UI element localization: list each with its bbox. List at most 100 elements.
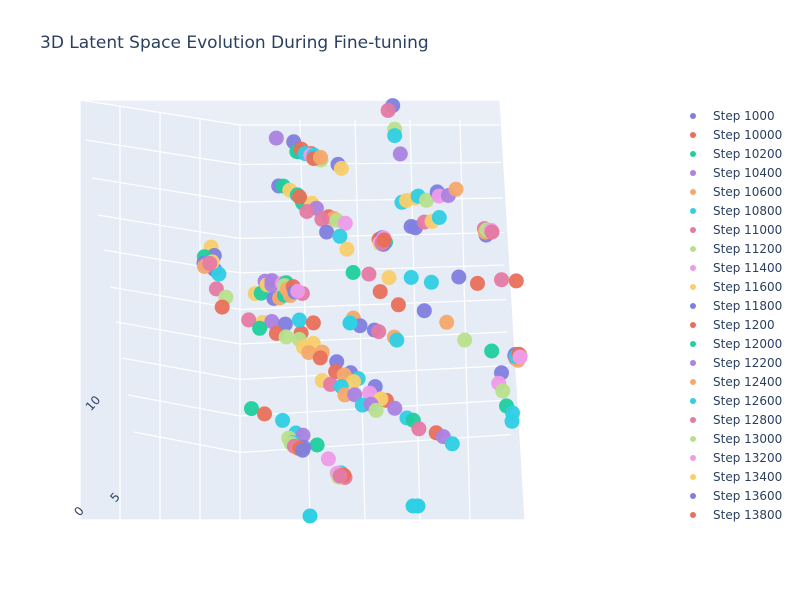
scatter-point (448, 181, 464, 197)
scatter-point (313, 149, 328, 165)
legend-item[interactable]: Step 10400 (683, 163, 800, 182)
legend-label: Step 10200 (713, 146, 783, 161)
scatter-point (346, 374, 362, 390)
scatter-point (292, 189, 307, 205)
scatter-point (392, 146, 408, 162)
legend-label: Step 11400 (713, 260, 783, 275)
scatter-point (387, 128, 403, 144)
scatter-point (257, 406, 272, 422)
legend-marker-icon (690, 188, 696, 195)
scene-gridlines (79, 99, 526, 521)
scatter-point (342, 315, 358, 331)
legend-item[interactable]: Step 13000 (683, 429, 800, 448)
legend-label: Step 13000 (713, 431, 783, 446)
scatter-point (241, 312, 257, 328)
scatter-point (371, 324, 387, 340)
legend-marker-icon (690, 321, 696, 328)
legend-marker-icon (690, 131, 696, 138)
legend-marker-icon (690, 473, 696, 480)
scatter-point (295, 427, 311, 443)
legend-item[interactable]: Step 10600 (683, 182, 800, 201)
legend-item[interactable]: Step 13200 (683, 448, 800, 467)
scatter-point (457, 332, 473, 348)
scatter-point (361, 266, 377, 282)
legend-marker-icon (690, 264, 696, 271)
gridline (121, 357, 241, 381)
legend-item[interactable]: Step 12000 (683, 334, 800, 353)
legend-item[interactable]: Step 11400 (683, 258, 800, 277)
legend-marker-icon (690, 150, 696, 157)
legend-item[interactable]: Step 11800 (683, 296, 800, 315)
legend-marker-icon (690, 511, 696, 518)
scene-points (196, 98, 528, 524)
legend-label: Step 10600 (713, 184, 783, 199)
scatter-point (277, 316, 293, 332)
scatter-point (244, 401, 259, 417)
legend-label: Step 11600 (713, 279, 783, 294)
legend-item[interactable]: Step 10800 (683, 201, 800, 220)
legend-item[interactable]: Step 13800 (683, 505, 800, 524)
scatter-point (403, 270, 419, 285)
scatter-point (504, 413, 520, 429)
scatter-point (416, 303, 432, 319)
gridline (97, 214, 241, 240)
legend-item[interactable]: Step 12600 (683, 391, 800, 410)
legend-label: Step 12000 (713, 336, 783, 351)
legend-item[interactable]: Step 13400 (683, 467, 800, 486)
legend-item[interactable]: Step 13600 (683, 486, 800, 505)
legend-label: Step 13600 (713, 488, 783, 503)
scatter-point (291, 312, 307, 328)
legend-item[interactable]: Step 12800 (683, 410, 800, 429)
scatter-point (339, 241, 355, 257)
legend-item[interactable]: Step 10000 (683, 125, 800, 144)
scatter-point (337, 215, 353, 231)
legend-label: Step 12800 (713, 412, 783, 427)
legend-marker-icon (690, 226, 696, 233)
scatter-point (512, 349, 528, 365)
legend-item[interactable]: Step 1200 (683, 315, 800, 334)
legend-item[interactable]: Step 11600 (683, 277, 800, 296)
legend-item[interactable]: Step 10200 (683, 144, 800, 163)
gridline (409, 119, 421, 521)
gridline (499, 99, 526, 521)
legend-item[interactable]: Step 11000 (683, 220, 800, 239)
gridline (239, 433, 511, 454)
scatter-point (264, 314, 280, 329)
legend-marker-icon (690, 416, 696, 423)
scatter-point (211, 266, 227, 282)
scatter-point (332, 468, 348, 484)
scatter-point (345, 265, 361, 280)
scatter-point (301, 345, 317, 361)
legend-label: Step 12200 (713, 355, 783, 370)
legend-label: Step 11800 (713, 298, 783, 313)
scatter-point (372, 284, 388, 300)
legend-marker-icon (690, 492, 696, 499)
legend-item[interactable]: Step 12200 (683, 353, 800, 372)
gridline (239, 231, 504, 240)
gridline (239, 197, 503, 203)
scatter-point (368, 402, 384, 418)
scatter-point (411, 421, 427, 437)
gridline (115, 321, 241, 345)
legend-item[interactable]: Step 1000 (683, 106, 800, 125)
legend-label: Step 13800 (713, 507, 783, 522)
scatter-point (495, 383, 511, 399)
scatter-point (252, 320, 268, 336)
legend-item[interactable]: Step 12400 (683, 372, 800, 391)
legend-label: Step 10800 (713, 203, 783, 218)
scatter-point (362, 385, 378, 401)
legend-label: Step 10000 (713, 127, 783, 142)
legend-item[interactable]: Step 11200 (683, 239, 800, 258)
scatter-point (214, 299, 230, 315)
legend-marker-icon (690, 340, 696, 347)
legend-label: Step 10400 (713, 165, 783, 180)
scatter-point (309, 437, 325, 453)
legend-label: Step 1200 (713, 317, 775, 332)
gridline (127, 394, 241, 417)
scatter-point (423, 274, 439, 290)
scatter-point (332, 228, 348, 244)
scatter-point (299, 204, 315, 219)
scatter-point (290, 283, 306, 299)
scatter-point (319, 224, 335, 240)
